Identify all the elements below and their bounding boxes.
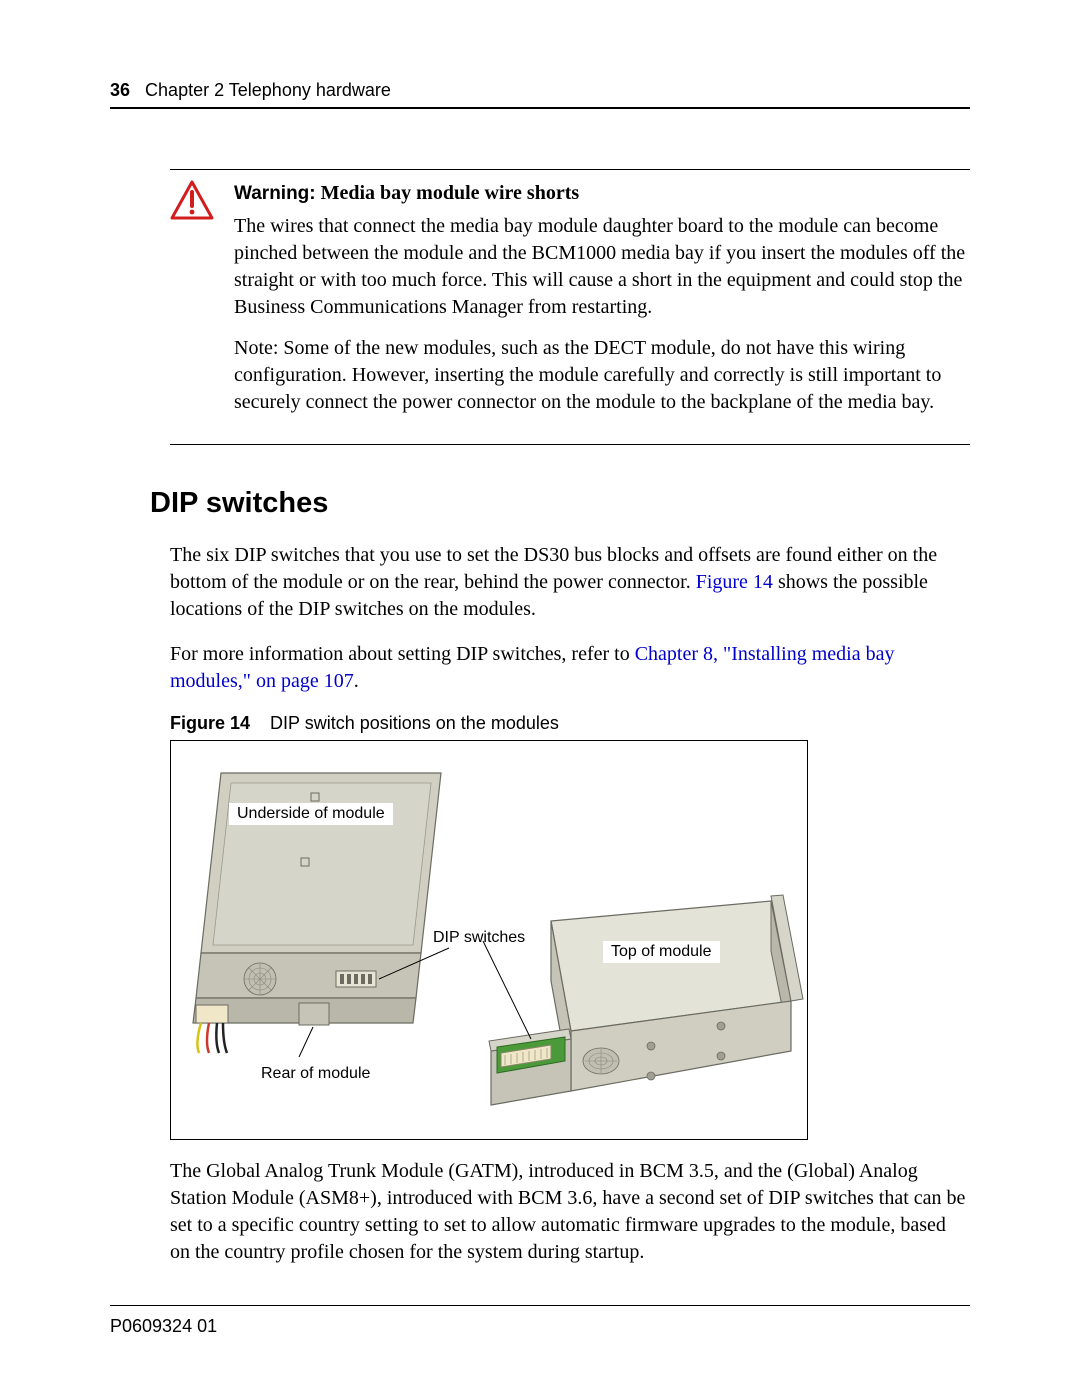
chapter-title: Chapter 2 Telephony hardware xyxy=(145,80,391,100)
warning-block: Warning: Media bay module wire shorts Th… xyxy=(170,169,970,445)
figure-label-underside: Underside of module xyxy=(229,803,393,825)
warning-paragraph-2: Note: Some of the new modules, such as t… xyxy=(234,335,970,416)
figure-box: Underside of module DIP switches Rear of… xyxy=(170,740,808,1140)
warning-label: Warning: xyxy=(234,183,316,204)
warning-paragraph-1: The wires that connect the media bay mod… xyxy=(234,213,970,321)
paragraph-2-pre: For more information about setting DIP s… xyxy=(170,643,635,665)
warning-content: Warning: Media bay module wire shorts Th… xyxy=(234,180,970,430)
warning-title-text: Media bay module wire shorts xyxy=(321,182,580,204)
figure-label-rear: Rear of module xyxy=(261,1065,370,1083)
figure-label-top: Top of module xyxy=(603,941,720,963)
page-header: 36 Chapter 2 Telephony hardware xyxy=(110,80,970,101)
figure-link[interactable]: Figure 14 xyxy=(696,571,773,593)
paragraph-2-post: . xyxy=(354,670,359,692)
paragraph-2: For more information about setting DIP s… xyxy=(170,641,970,695)
figure-label-dip: DIP switches xyxy=(433,929,525,947)
page-number: 36 xyxy=(110,80,130,100)
header-rule xyxy=(110,107,970,109)
footer-rule xyxy=(110,1305,970,1306)
paragraph-1: The six DIP switches that you use to set… xyxy=(170,542,970,623)
figure-caption: Figure 14 DIP switch positions on the mo… xyxy=(170,713,970,734)
figure-caption-text: DIP switch positions on the modules xyxy=(270,713,559,733)
footer-doc-id: P0609324 01 xyxy=(110,1316,970,1337)
page-footer: P0609324 01 xyxy=(110,1305,970,1337)
figure-label: Figure 14 xyxy=(170,713,250,733)
warning-icon xyxy=(170,180,214,430)
warning-title: Warning: Media bay module wire shorts xyxy=(234,180,970,207)
paragraph-3: The Global Analog Trunk Module (GATM), i… xyxy=(170,1158,970,1266)
section-heading: DIP switches xyxy=(150,487,970,520)
